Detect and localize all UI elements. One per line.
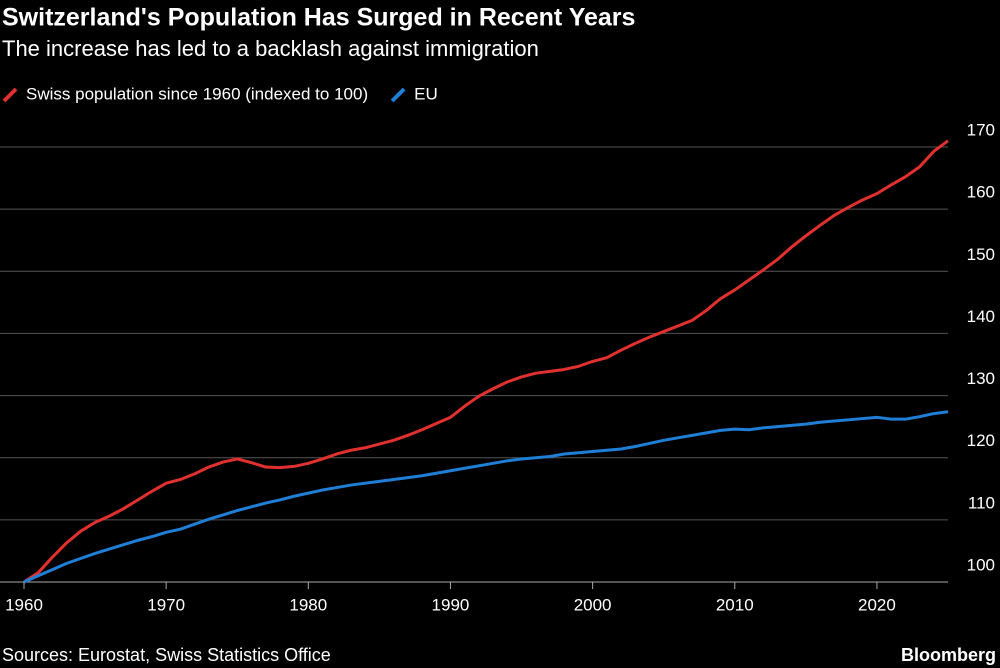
x-tick-label: 1990 [432,595,470,614]
y-tick-label: 150 [967,245,995,264]
x-tick-label: 2010 [716,595,754,614]
y-tick-label: 170 [967,120,995,139]
y-tick-label: 160 [967,183,995,202]
x-tick-label: 1970 [147,595,185,614]
y-tick-label: 100 [967,555,995,574]
x-tick-label: 2000 [574,595,612,614]
x-tick-label: 2020 [858,595,896,614]
x-tick-label: 1980 [289,595,327,614]
y-tick-label: 130 [967,369,995,388]
y-tick-label: 110 [968,493,995,512]
source: Sources: Eurostat, Swiss Statistics Offi… [2,645,331,665]
chart-title: Switzerland's Population Has Surged in R… [2,4,635,32]
series-line [23,139,949,584]
legend-label: Swiss population since 1960 (indexed to … [26,84,368,103]
chart-subtitle: The increase has led to a backlash again… [2,36,539,61]
series-line [23,410,949,584]
legend-swatch [390,87,406,103]
y-tick-label: 120 [967,431,995,450]
x-tick-label: 1960 [5,595,43,614]
legend-label: EU [414,84,438,103]
legend-swatch [2,87,18,103]
brand: Bloomberg [901,645,996,665]
y-tick-label: 140 [967,307,995,326]
